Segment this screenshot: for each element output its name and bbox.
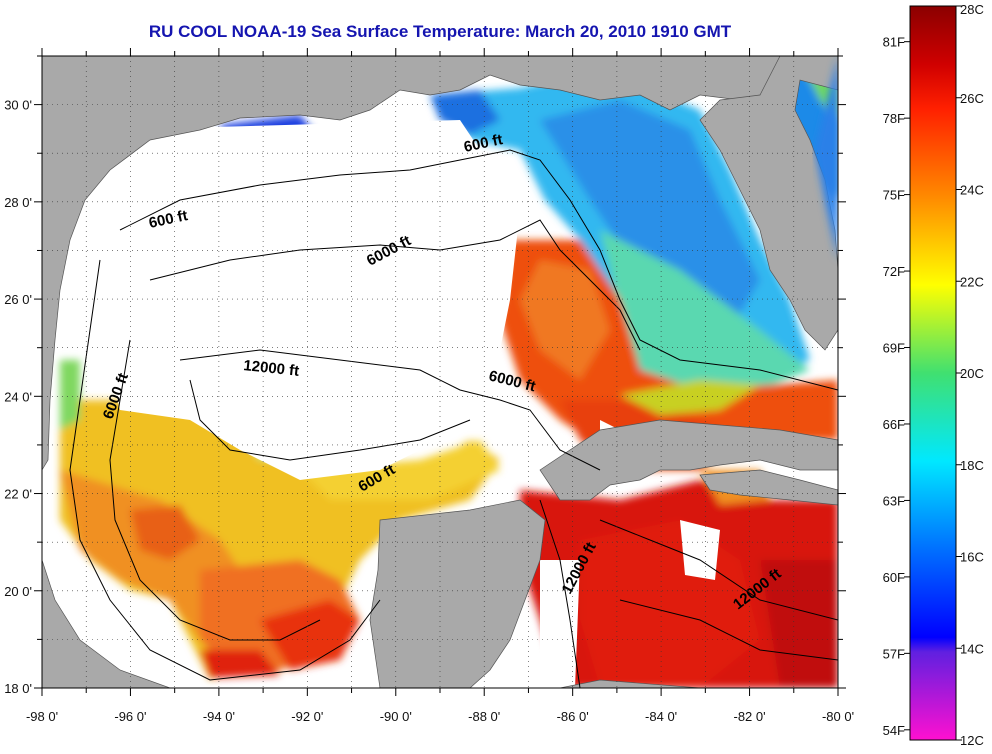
colorbar-fahrenheit-labels: 81F 78F 75F 72F 69F 66F 63F 60F 57F 54F bbox=[883, 35, 910, 738]
colorbar-fahrenheit-label: 54F bbox=[883, 723, 905, 738]
latitude-label: 26 0' bbox=[4, 292, 32, 307]
colorbar-celsius-label: 20C bbox=[960, 366, 984, 381]
graticule bbox=[42, 56, 838, 688]
colorbar-fahrenheit-label: 75F bbox=[883, 188, 905, 203]
colorbar-fahrenheit-label: 69F bbox=[883, 341, 905, 356]
colorbar-fahrenheit-label: 57F bbox=[883, 646, 905, 661]
longitude-label: -98 0' bbox=[26, 709, 58, 724]
longitude-label: -82 0' bbox=[733, 709, 765, 724]
latitude-label: 18 0' bbox=[4, 681, 32, 696]
colorbar-celsius-label: 14C bbox=[960, 641, 984, 656]
longitude-label: -88 0' bbox=[468, 709, 500, 724]
contour-label: 12000 ft bbox=[243, 357, 300, 380]
longitude-label: -96 0' bbox=[114, 709, 146, 724]
longitude-label: -90 0' bbox=[380, 709, 412, 724]
land bbox=[42, 56, 838, 688]
colorbar-celsius-label: 24C bbox=[960, 183, 984, 198]
longitude-labels: -98 0' -96 0' -94 0' -92 0' -90 0' -88 0' -86 … bbox=[26, 709, 854, 724]
colorbar-fahrenheit-label: 78F bbox=[883, 111, 905, 126]
colorbar-fahrenheit-label: 81F bbox=[883, 35, 905, 50]
axis-ticks bbox=[34, 48, 846, 696]
colorbar-celsius-label: 26C bbox=[960, 91, 984, 106]
colorbar bbox=[909, 5, 957, 741]
colorbar-celsius-label: 18C bbox=[960, 458, 984, 473]
latitude-labels: 30 0' 28 0' 26 0' 24 0' 22 0' 20 0' 18 0' bbox=[4, 98, 32, 696]
colorbar-fahrenheit-label: 72F bbox=[883, 264, 905, 279]
longitude-label: -94 0' bbox=[203, 709, 235, 724]
latitude-label: 24 0' bbox=[4, 389, 32, 404]
colorbar-fahrenheit-label: 60F bbox=[883, 570, 905, 585]
latitude-label: 20 0' bbox=[4, 584, 32, 599]
latitude-label: 22 0' bbox=[4, 487, 32, 502]
longitude-label: -92 0' bbox=[291, 709, 323, 724]
colorbar-celsius-label: 12C bbox=[960, 733, 984, 748]
longitude-label: -84 0' bbox=[645, 709, 677, 724]
colorbar-fahrenheit-label: 66F bbox=[883, 417, 905, 432]
longitude-label: -80 0' bbox=[822, 709, 854, 724]
colorbar-celsius-label: 28C bbox=[960, 2, 984, 17]
bathymetry-contours bbox=[69, 149, 838, 688]
latitude-label: 30 0' bbox=[4, 98, 32, 113]
colorbar-celsius-label: 22C bbox=[960, 274, 984, 289]
colorbar-celsius-labels: 28C 26C 24C 22C 20C 18C 16C 14C 12C bbox=[956, 2, 984, 748]
colorbar-fahrenheit-label: 63F bbox=[883, 493, 905, 508]
latitude-label: 28 0' bbox=[4, 195, 32, 210]
colorbar-celsius-label: 16C bbox=[960, 550, 984, 565]
longitude-label: -86 0' bbox=[557, 709, 589, 724]
map-title: RU COOL NOAA-19 Sea Surface Temperature:… bbox=[148, 22, 732, 41]
